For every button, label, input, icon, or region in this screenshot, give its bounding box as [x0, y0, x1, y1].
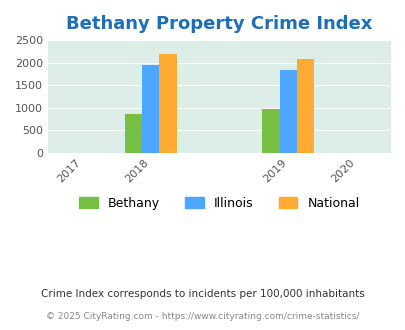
Bar — [279, 70, 296, 153]
Text: Crime Index corresponds to incidents per 100,000 inhabitants: Crime Index corresponds to incidents per… — [41, 289, 364, 299]
Title: Bethany Property Crime Index: Bethany Property Crime Index — [66, 15, 372, 33]
Legend: Bethany, Illinois, National: Bethany, Illinois, National — [73, 190, 365, 216]
Text: © 2025 CityRating.com - https://www.cityrating.com/crime-statistics/: © 2025 CityRating.com - https://www.city… — [46, 312, 359, 321]
Bar — [142, 65, 159, 153]
Bar — [159, 54, 176, 153]
Bar — [125, 114, 142, 153]
Bar — [296, 59, 313, 153]
Bar — [262, 110, 279, 153]
